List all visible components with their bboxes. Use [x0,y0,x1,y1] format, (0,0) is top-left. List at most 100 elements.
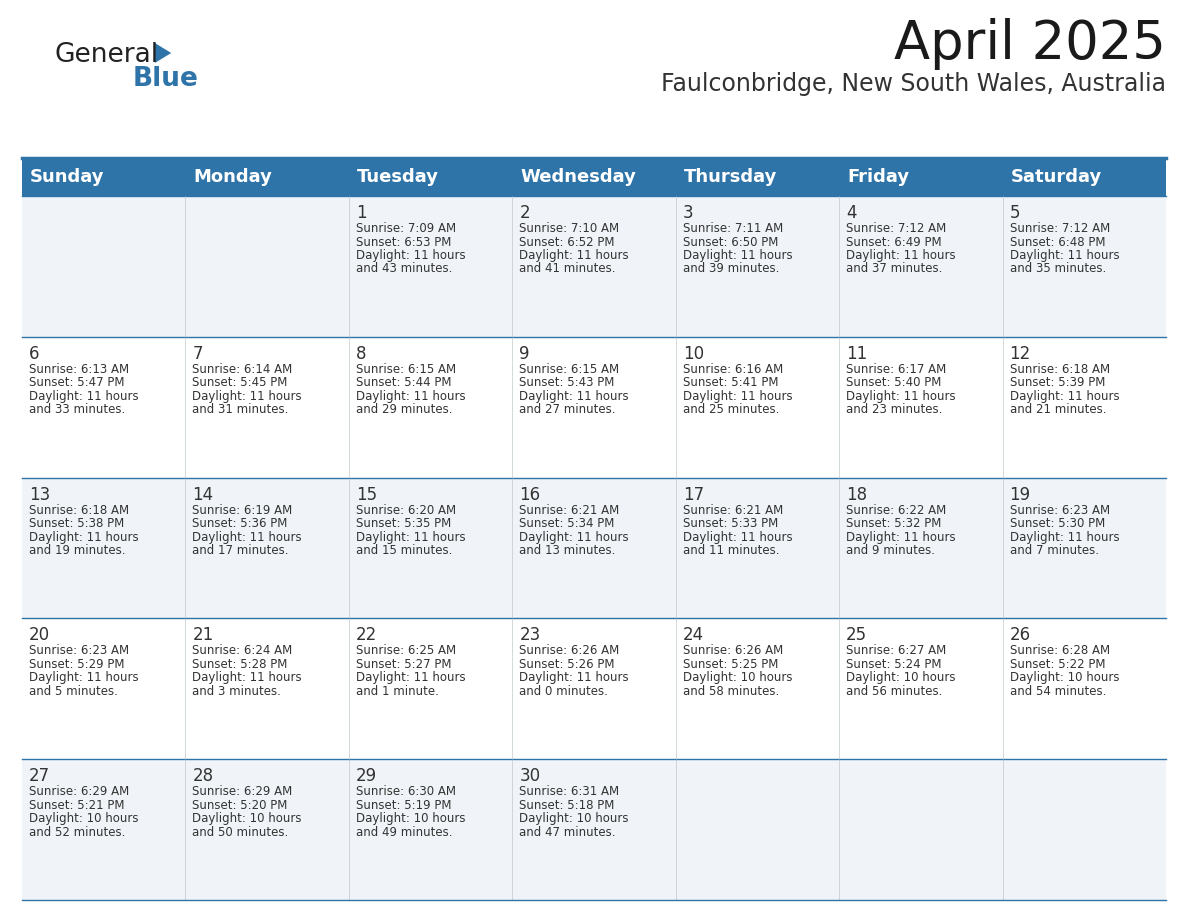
Text: and 0 minutes.: and 0 minutes. [519,685,608,698]
Text: Sunset: 5:40 PM: Sunset: 5:40 PM [846,376,942,389]
Text: and 41 minutes.: and 41 minutes. [519,263,615,275]
Text: Tuesday: Tuesday [356,168,438,186]
Text: Daylight: 11 hours: Daylight: 11 hours [1010,390,1119,403]
Text: Daylight: 10 hours: Daylight: 10 hours [519,812,628,825]
Text: and 15 minutes.: and 15 minutes. [356,544,453,557]
Text: Monday: Monday [194,168,272,186]
Text: Sunset: 5:20 PM: Sunset: 5:20 PM [192,799,287,812]
Text: and 56 minutes.: and 56 minutes. [846,685,942,698]
Text: 8: 8 [356,345,366,363]
Text: April 2025: April 2025 [895,18,1165,70]
Text: Sunset: 5:30 PM: Sunset: 5:30 PM [1010,517,1105,530]
Bar [23,158,1165,196]
Text: Sunset: 6:50 PM: Sunset: 6:50 PM [683,236,778,249]
Text: Daylight: 11 hours: Daylight: 11 hours [519,671,628,685]
Text: and 49 minutes.: and 49 minutes. [356,825,453,839]
Text: Saturday: Saturday [1011,168,1101,186]
Text: and 19 minutes.: and 19 minutes. [29,544,126,557]
Text: 18: 18 [846,486,867,504]
Text: Daylight: 11 hours: Daylight: 11 hours [1010,249,1119,262]
Text: Sunrise: 6:28 AM: Sunrise: 6:28 AM [1010,644,1110,657]
Bar [23,759,1165,900]
Text: 26: 26 [1010,626,1031,644]
Text: 14: 14 [192,486,214,504]
Text: Daylight: 11 hours: Daylight: 11 hours [29,671,139,685]
Text: Sunrise: 6:20 AM: Sunrise: 6:20 AM [356,504,456,517]
Text: and 11 minutes.: and 11 minutes. [683,544,779,557]
Text: Sunrise: 7:11 AM: Sunrise: 7:11 AM [683,222,783,235]
Text: 22: 22 [356,626,377,644]
Text: and 7 minutes.: and 7 minutes. [1010,544,1099,557]
Text: Sunset: 5:47 PM: Sunset: 5:47 PM [29,376,125,389]
Text: Daylight: 10 hours: Daylight: 10 hours [846,671,955,685]
Text: 27: 27 [29,767,50,785]
Text: Sunrise: 6:30 AM: Sunrise: 6:30 AM [356,785,456,798]
Text: 19: 19 [1010,486,1031,504]
Text: Sunrise: 7:12 AM: Sunrise: 7:12 AM [1010,222,1110,235]
Text: Friday: Friday [847,168,909,186]
Text: and 29 minutes.: and 29 minutes. [356,403,453,416]
Text: Sunrise: 6:23 AM: Sunrise: 6:23 AM [29,644,129,657]
Text: and 31 minutes.: and 31 minutes. [192,403,289,416]
Text: and 27 minutes.: and 27 minutes. [519,403,615,416]
Text: 30: 30 [519,767,541,785]
Text: Sunrise: 6:31 AM: Sunrise: 6:31 AM [519,785,619,798]
Text: Sunday: Sunday [30,168,105,186]
Text: Daylight: 11 hours: Daylight: 11 hours [519,531,628,543]
Text: Sunset: 6:53 PM: Sunset: 6:53 PM [356,236,451,249]
Text: and 9 minutes.: and 9 minutes. [846,544,935,557]
Text: 2: 2 [519,204,530,222]
Text: Sunset: 6:48 PM: Sunset: 6:48 PM [1010,236,1105,249]
Text: Sunset: 5:32 PM: Sunset: 5:32 PM [846,517,942,530]
Text: Sunrise: 7:09 AM: Sunrise: 7:09 AM [356,222,456,235]
Text: Daylight: 10 hours: Daylight: 10 hours [29,812,139,825]
Text: Sunrise: 6:18 AM: Sunrise: 6:18 AM [1010,363,1110,375]
Text: and 39 minutes.: and 39 minutes. [683,263,779,275]
Text: Daylight: 10 hours: Daylight: 10 hours [192,812,302,825]
Text: Daylight: 11 hours: Daylight: 11 hours [846,249,956,262]
Text: and 23 minutes.: and 23 minutes. [846,403,942,416]
Text: Blue: Blue [133,66,198,92]
Text: and 58 minutes.: and 58 minutes. [683,685,779,698]
Text: Sunrise: 6:13 AM: Sunrise: 6:13 AM [29,363,129,375]
Text: Daylight: 10 hours: Daylight: 10 hours [1010,671,1119,685]
Bar [23,619,1165,759]
Text: Daylight: 11 hours: Daylight: 11 hours [1010,531,1119,543]
Text: Sunset: 5:43 PM: Sunset: 5:43 PM [519,376,614,389]
Text: 5: 5 [1010,204,1020,222]
Text: Sunset: 5:25 PM: Sunset: 5:25 PM [683,658,778,671]
Text: 25: 25 [846,626,867,644]
Text: Daylight: 11 hours: Daylight: 11 hours [683,249,792,262]
Text: Sunset: 5:36 PM: Sunset: 5:36 PM [192,517,287,530]
Text: Sunset: 5:41 PM: Sunset: 5:41 PM [683,376,778,389]
Text: Sunset: 5:29 PM: Sunset: 5:29 PM [29,658,125,671]
Text: Sunrise: 6:21 AM: Sunrise: 6:21 AM [519,504,619,517]
Text: 12: 12 [1010,345,1031,363]
Text: Sunrise: 6:16 AM: Sunrise: 6:16 AM [683,363,783,375]
Text: Sunset: 5:44 PM: Sunset: 5:44 PM [356,376,451,389]
Text: Daylight: 11 hours: Daylight: 11 hours [519,249,628,262]
Text: 21: 21 [192,626,214,644]
Text: Daylight: 10 hours: Daylight: 10 hours [683,671,792,685]
Text: Daylight: 11 hours: Daylight: 11 hours [846,531,956,543]
Text: Sunrise: 6:14 AM: Sunrise: 6:14 AM [192,363,292,375]
Text: Sunrise: 6:26 AM: Sunrise: 6:26 AM [519,644,619,657]
Text: 15: 15 [356,486,377,504]
Text: Sunset: 5:35 PM: Sunset: 5:35 PM [356,517,451,530]
Text: Daylight: 11 hours: Daylight: 11 hours [29,390,139,403]
Text: Sunrise: 6:23 AM: Sunrise: 6:23 AM [1010,504,1110,517]
Text: Thursday: Thursday [684,168,777,186]
Text: Faulconbridge, New South Wales, Australia: Faulconbridge, New South Wales, Australi… [661,72,1165,96]
Text: and 52 minutes.: and 52 minutes. [29,825,126,839]
Polygon shape [154,43,171,63]
Text: and 54 minutes.: and 54 minutes. [1010,685,1106,698]
Text: Daylight: 11 hours: Daylight: 11 hours [356,249,466,262]
Text: and 25 minutes.: and 25 minutes. [683,403,779,416]
Bar [23,477,1165,619]
Text: Wednesday: Wednesday [520,168,636,186]
Text: 3: 3 [683,204,694,222]
Text: Daylight: 11 hours: Daylight: 11 hours [846,390,956,403]
Text: Daylight: 11 hours: Daylight: 11 hours [192,671,302,685]
Text: 11: 11 [846,345,867,363]
Text: and 33 minutes.: and 33 minutes. [29,403,125,416]
